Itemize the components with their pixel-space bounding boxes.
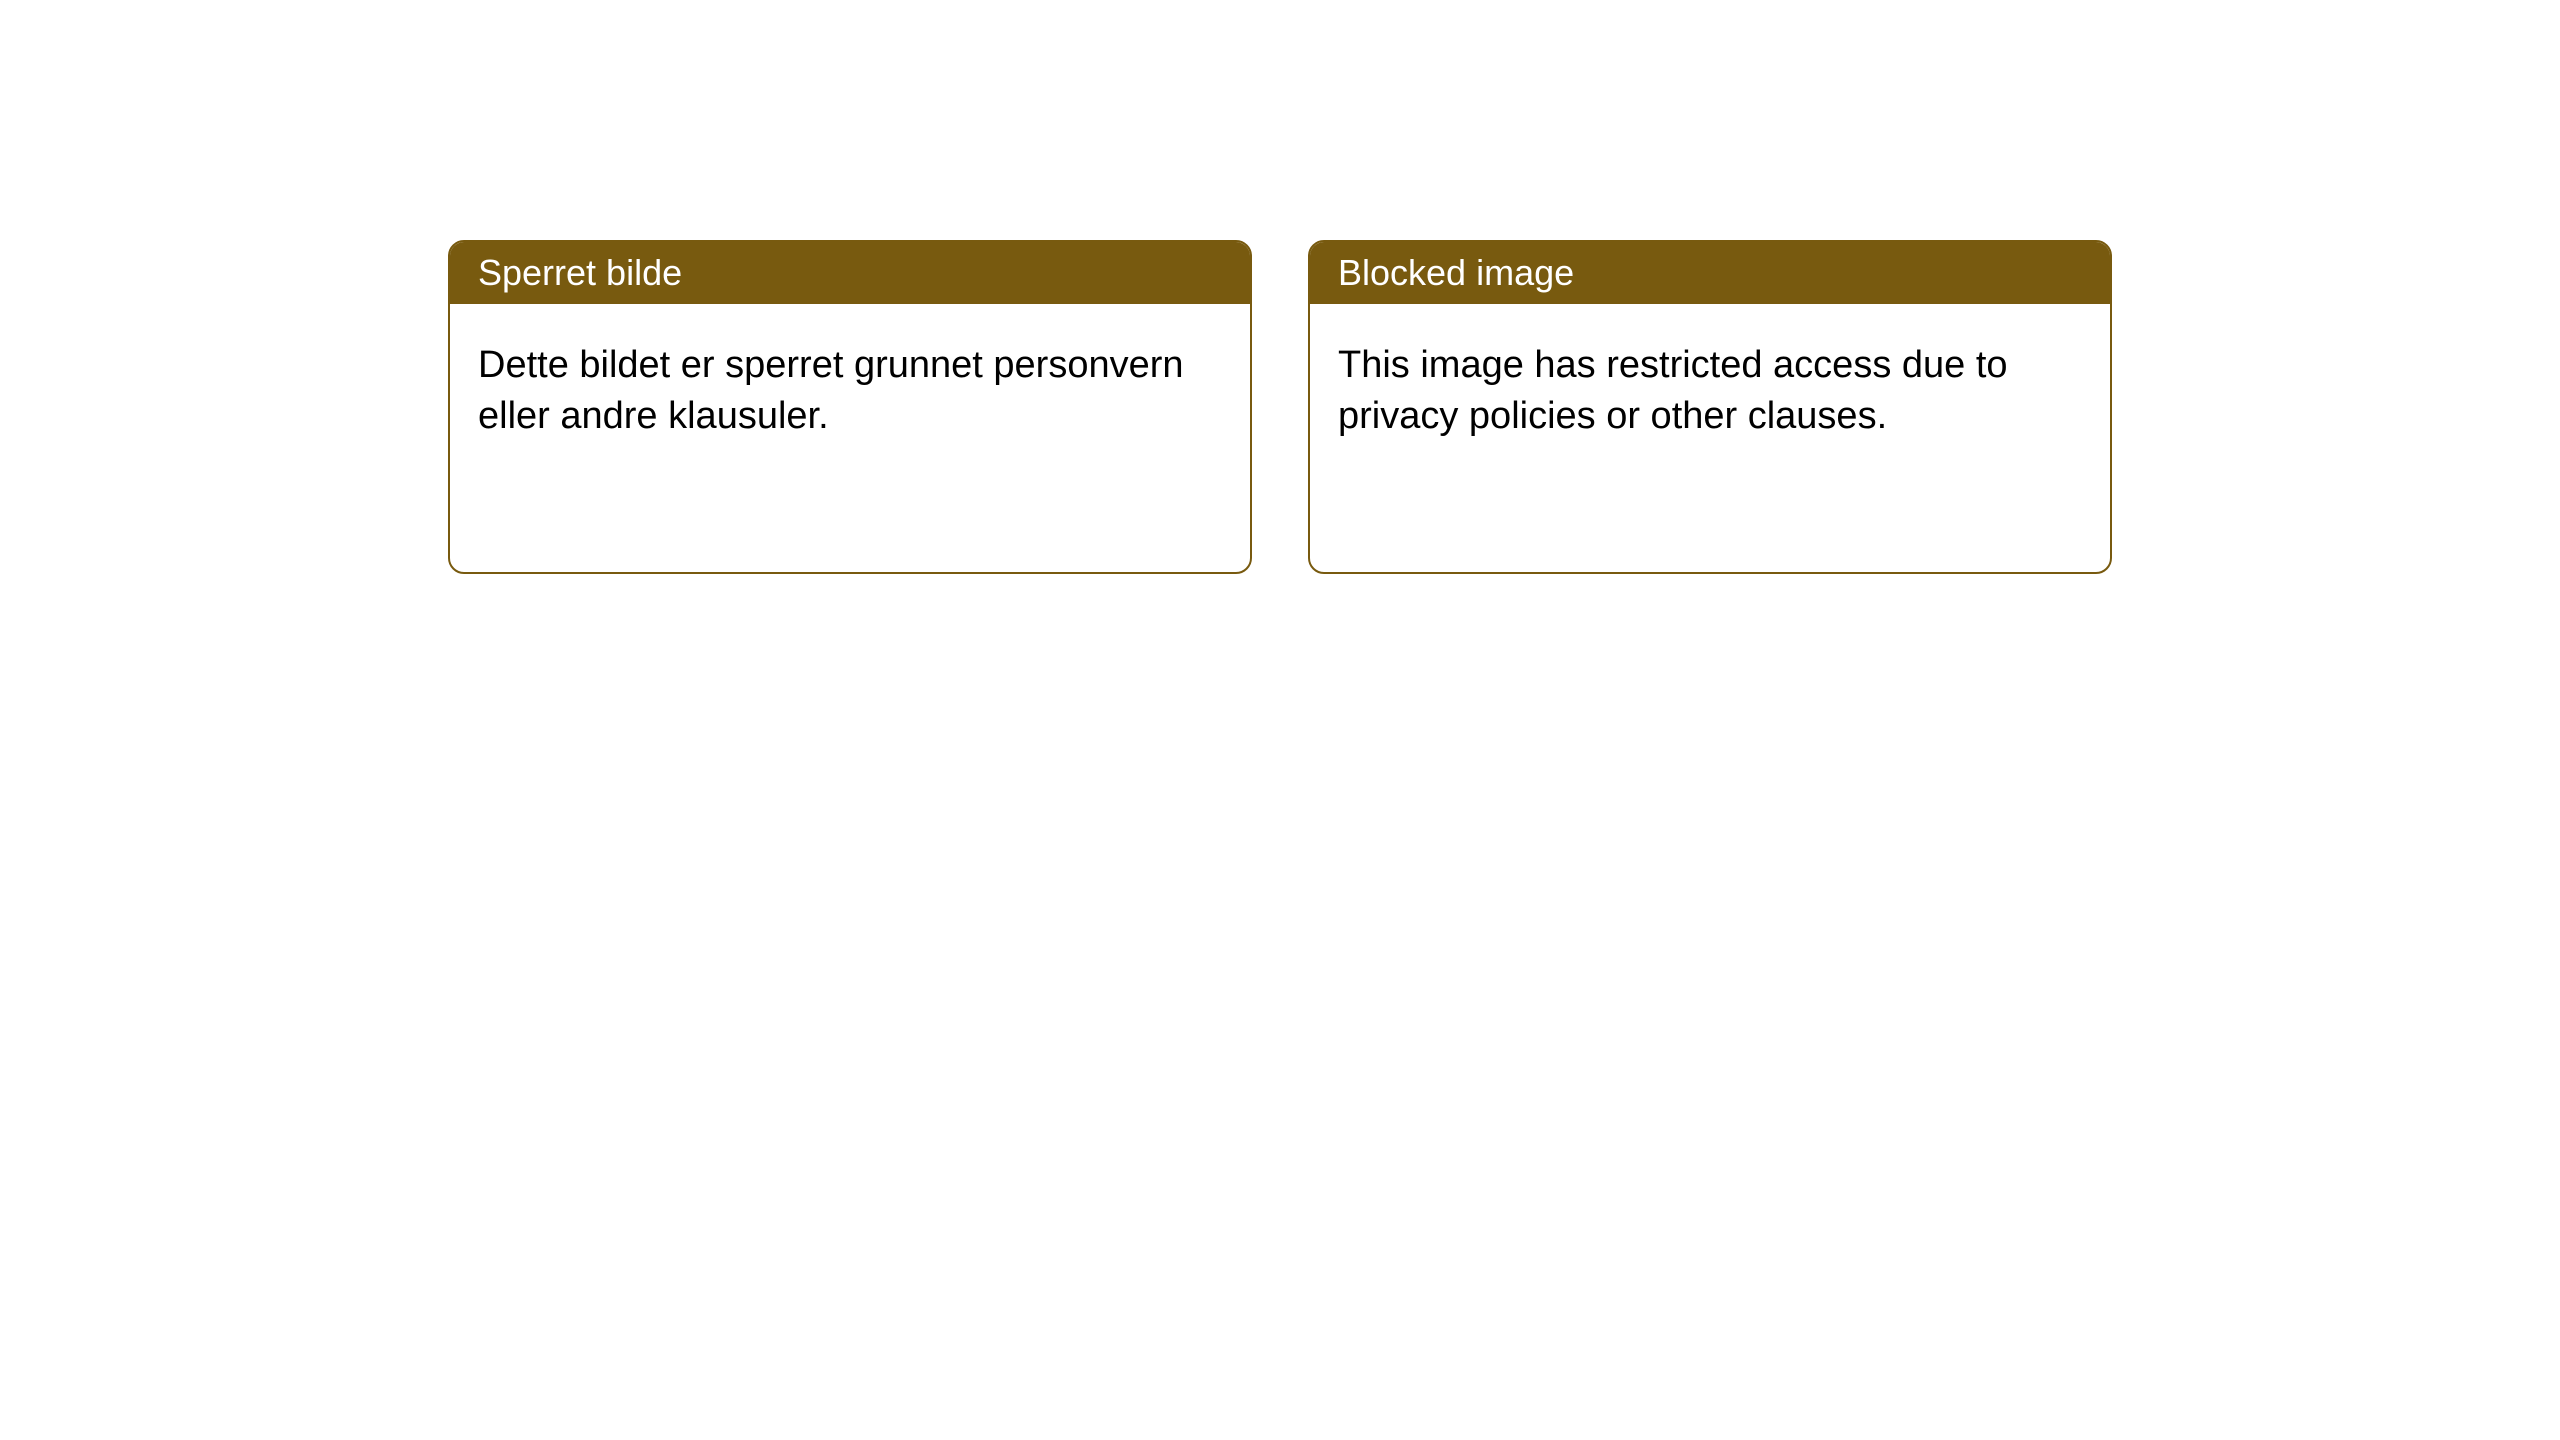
notice-body-norwegian: Dette bildet er sperret grunnet personve… — [450, 304, 1250, 479]
notice-title-english: Blocked image — [1310, 242, 2110, 304]
notice-body-english: This image has restricted access due to … — [1310, 304, 2110, 479]
notice-box-norwegian: Sperret bilde Dette bildet er sperret gr… — [448, 240, 1252, 574]
notice-title-norwegian: Sperret bilde — [450, 242, 1250, 304]
notice-box-english: Blocked image This image has restricted … — [1308, 240, 2112, 574]
notice-container: Sperret bilde Dette bildet er sperret gr… — [0, 0, 2560, 574]
